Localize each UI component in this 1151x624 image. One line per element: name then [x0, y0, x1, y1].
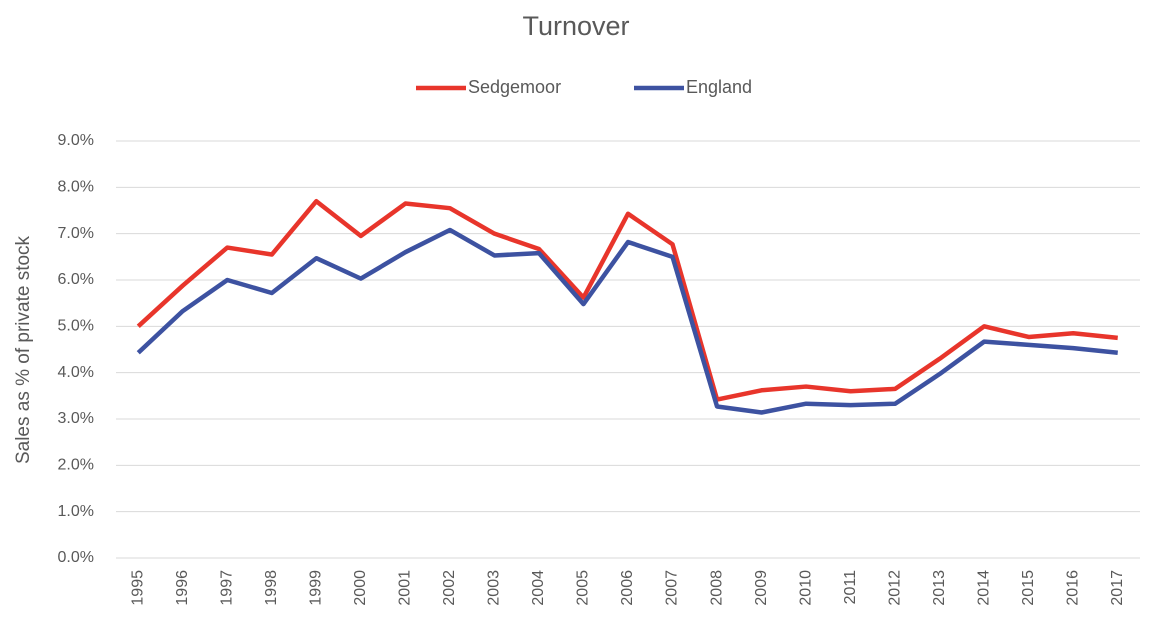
- x-tick-label: 2015: [1020, 570, 1037, 606]
- x-tick-label: 2016: [1064, 570, 1081, 606]
- x-tick-label: 2001: [397, 570, 414, 606]
- y-tick-label: 3.0%: [58, 410, 94, 427]
- x-tick-label: 2006: [619, 570, 636, 606]
- x-tick-label: 2007: [664, 570, 681, 606]
- x-tick-label: 1998: [263, 570, 280, 606]
- x-tick-label: 2013: [931, 570, 948, 606]
- y-tick-label: 7.0%: [58, 225, 94, 242]
- x-tick-label: 2000: [352, 570, 369, 606]
- x-tick-label: 2017: [1109, 570, 1126, 606]
- series-line: [136, 198, 1118, 402]
- x-tick-label: 1995: [129, 570, 146, 606]
- x-tick-label: 2002: [441, 570, 458, 606]
- x-tick-label: 2012: [886, 570, 903, 606]
- series-line: [136, 227, 1118, 415]
- x-tick-label: 1996: [174, 570, 191, 606]
- x-tick-label: 2014: [975, 570, 992, 606]
- legend-label: Sedgemoor: [468, 77, 561, 97]
- x-tick-label: 2008: [708, 570, 725, 606]
- y-tick-label: 1.0%: [58, 503, 94, 520]
- x-tick-label: 2010: [797, 570, 814, 606]
- y-tick-label: 9.0%: [58, 132, 94, 149]
- chart-title: Turnover: [522, 11, 629, 41]
- y-tick-label: 8.0%: [58, 179, 94, 196]
- y-tick-label: 5.0%: [58, 318, 94, 335]
- x-tick-label: 2009: [753, 570, 770, 606]
- x-tick-label: 1997: [219, 570, 236, 606]
- y-tick-label: 4.0%: [58, 364, 94, 381]
- y-tick-label: 6.0%: [58, 271, 94, 288]
- y-axis-label: Sales as % of private stock: [13, 235, 34, 464]
- x-tick-label: 2011: [842, 570, 859, 605]
- x-tick-label: 2004: [530, 570, 547, 606]
- legend-label: England: [686, 77, 752, 97]
- y-tick-label: 2.0%: [58, 457, 94, 474]
- y-tick-label: 0.0%: [58, 549, 94, 566]
- x-tick-label: 2003: [486, 570, 503, 606]
- x-tick-label: 1999: [308, 570, 325, 606]
- x-tick-label: 2005: [575, 570, 592, 606]
